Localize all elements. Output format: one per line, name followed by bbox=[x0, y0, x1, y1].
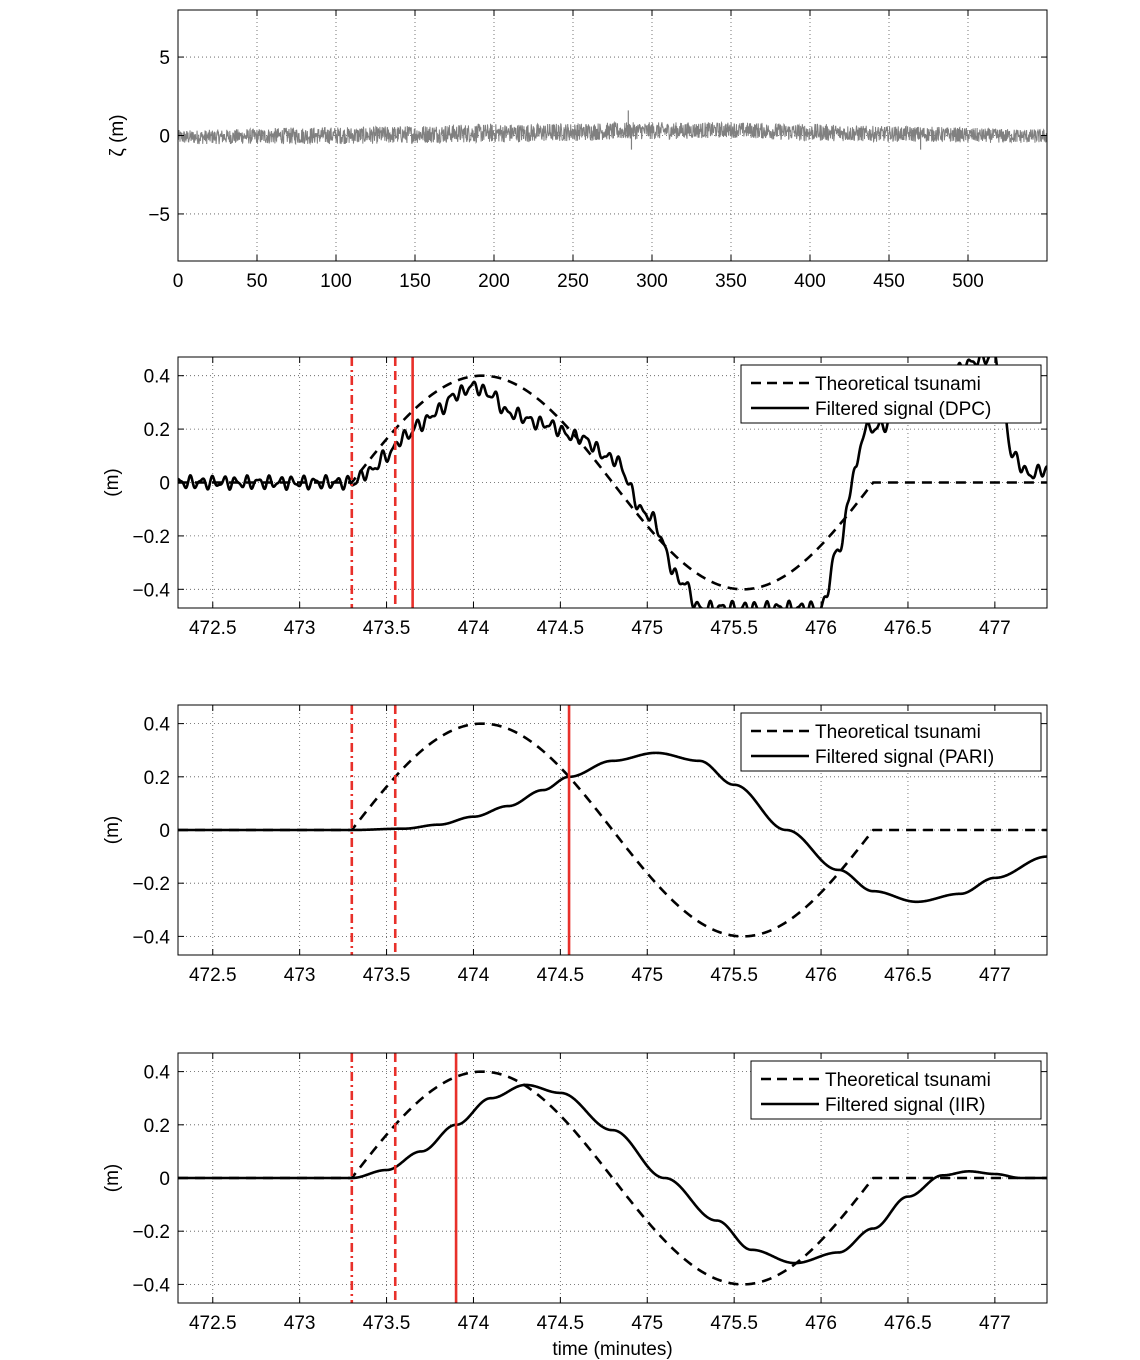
x-tick-label: 476.5 bbox=[884, 618, 932, 639]
y-tick-label: −5 bbox=[148, 205, 170, 226]
legend: Theoretical tsunami Filtered signal (DPC) bbox=[740, 364, 1042, 424]
plot-content bbox=[178, 1053, 1047, 1303]
x-tick-label: 300 bbox=[636, 271, 668, 292]
x-tick-label: 473.5 bbox=[363, 1313, 411, 1334]
x-tick-label: 476.5 bbox=[884, 1313, 932, 1334]
x-tick-label: 473 bbox=[284, 1313, 316, 1334]
y-tick-label: 0.4 bbox=[144, 367, 171, 388]
legend-box bbox=[740, 712, 1042, 772]
legend-label: Theoretical tsunami bbox=[815, 722, 981, 743]
x-tick-label: 477 bbox=[979, 618, 1011, 639]
x-tick-label: 474 bbox=[458, 1313, 490, 1334]
x-tick-label: 472.5 bbox=[189, 618, 237, 639]
y-tick-label: −0.4 bbox=[132, 1275, 170, 1296]
x-tick-label: 472.5 bbox=[189, 965, 237, 986]
x-tick-label: 473.5 bbox=[363, 618, 411, 639]
legend-label: Filtered signal (DPC) bbox=[815, 399, 991, 420]
x-tick-label: 472.5 bbox=[189, 1313, 237, 1334]
y-tick-label: 0 bbox=[159, 1169, 170, 1190]
y-tick-label: 0.2 bbox=[144, 420, 170, 441]
y-tick-label: 0.2 bbox=[144, 1116, 170, 1137]
x-tick-label: 475.5 bbox=[710, 965, 758, 986]
x-tick-label: 500 bbox=[952, 271, 984, 292]
x-tick-label: 476.5 bbox=[884, 965, 932, 986]
x-tick-label: 100 bbox=[320, 271, 352, 292]
x-tick-label: 475 bbox=[631, 965, 663, 986]
y-axis-label: (m) bbox=[102, 816, 123, 844]
legend-label: Theoretical tsunami bbox=[825, 1070, 991, 1091]
x-tick-label: 150 bbox=[399, 271, 431, 292]
filtered-signal-line bbox=[178, 751, 1047, 904]
chart-panel-2: 472.5 473 473.5 474 474.5 475 475.5 476 476.5 477… bbox=[102, 356, 1048, 639]
y-tick-label: −0.2 bbox=[132, 874, 170, 895]
y-tick-label: 0.4 bbox=[144, 1063, 171, 1084]
legend-label: Filtered signal (IIR) bbox=[825, 1095, 986, 1116]
x-tick-label: 474.5 bbox=[537, 1313, 585, 1334]
x-tick-label: 474.5 bbox=[537, 965, 585, 986]
x-tick-label: 476 bbox=[805, 618, 837, 639]
x-tick-label: 250 bbox=[557, 271, 589, 292]
plot-content bbox=[178, 705, 1047, 955]
x-tick-label: 200 bbox=[478, 271, 510, 292]
noise-signal-line bbox=[178, 120, 1047, 146]
legend-box bbox=[750, 1060, 1042, 1120]
x-tick-label: 477 bbox=[979, 1313, 1011, 1334]
legend: Theoretical tsunami Filtered signal (IIR) bbox=[750, 1060, 1042, 1120]
x-tick-label: 477 bbox=[979, 965, 1011, 986]
legend-label: Theoretical tsunami bbox=[815, 374, 981, 395]
x-tick-label: 475 bbox=[631, 1313, 663, 1334]
plot-content bbox=[178, 110, 1047, 150]
x-tick-label: 473.5 bbox=[363, 965, 411, 986]
x-tick-label: 474 bbox=[458, 965, 490, 986]
y-tick-label: 0 bbox=[159, 821, 170, 842]
y-axis-label: ζ (m) bbox=[107, 114, 128, 156]
x-tick-label: 50 bbox=[246, 271, 267, 292]
y-tick-label: 0.2 bbox=[144, 768, 170, 789]
x-tick-label: 475.5 bbox=[710, 1313, 758, 1334]
y-axis-label: (m) bbox=[102, 1164, 123, 1192]
x-tick-label: 475 bbox=[631, 618, 663, 639]
y-tick-label: −0.2 bbox=[132, 1222, 170, 1243]
chart-panel-1: 0 50 100 150 200 250 300 350 400 450 500 −5 0 5 ζ (m) bbox=[107, 9, 1048, 292]
x-tick-label: 0 bbox=[173, 271, 184, 292]
y-tick-label: −0.2 bbox=[132, 527, 170, 548]
x-tick-label: 473 bbox=[284, 618, 316, 639]
y-tick-label: 0 bbox=[159, 127, 170, 148]
y-tick-label: −0.4 bbox=[132, 580, 170, 601]
legend-box bbox=[740, 364, 1042, 424]
x-tick-label: 450 bbox=[873, 271, 905, 292]
y-tick-label: 0 bbox=[159, 474, 170, 495]
x-tick-label: 476 bbox=[805, 1313, 837, 1334]
chart-panel-3: 472.5 473 473.5 474 474.5 475 475.5 476 476.5 477… bbox=[102, 704, 1048, 986]
x-tick-label: 473 bbox=[284, 965, 316, 986]
legend: Theoretical tsunami Filtered signal (PARI… bbox=[740, 712, 1042, 772]
y-axis-label: (m) bbox=[102, 468, 123, 496]
x-tick-label: 475.5 bbox=[710, 618, 758, 639]
x-tick-label: 350 bbox=[715, 271, 747, 292]
x-tick-label: 474 bbox=[458, 618, 490, 639]
y-tick-label: −0.4 bbox=[132, 927, 170, 948]
chart-panel-4: 472.5 473 473.5 474 474.5 475 475.5 476 476.5 477… bbox=[102, 1052, 1048, 1360]
legend-label: Filtered signal (PARI) bbox=[815, 747, 994, 768]
x-tick-label: 476 bbox=[805, 965, 837, 986]
x-axis-label: time (minutes) bbox=[552, 1339, 672, 1360]
y-tick-label: 0.4 bbox=[144, 715, 171, 736]
filtered-signal-line bbox=[178, 1083, 1047, 1265]
x-tick-label: 400 bbox=[794, 271, 826, 292]
y-tick-label: 5 bbox=[159, 48, 170, 69]
x-tick-label: 474.5 bbox=[537, 618, 585, 639]
